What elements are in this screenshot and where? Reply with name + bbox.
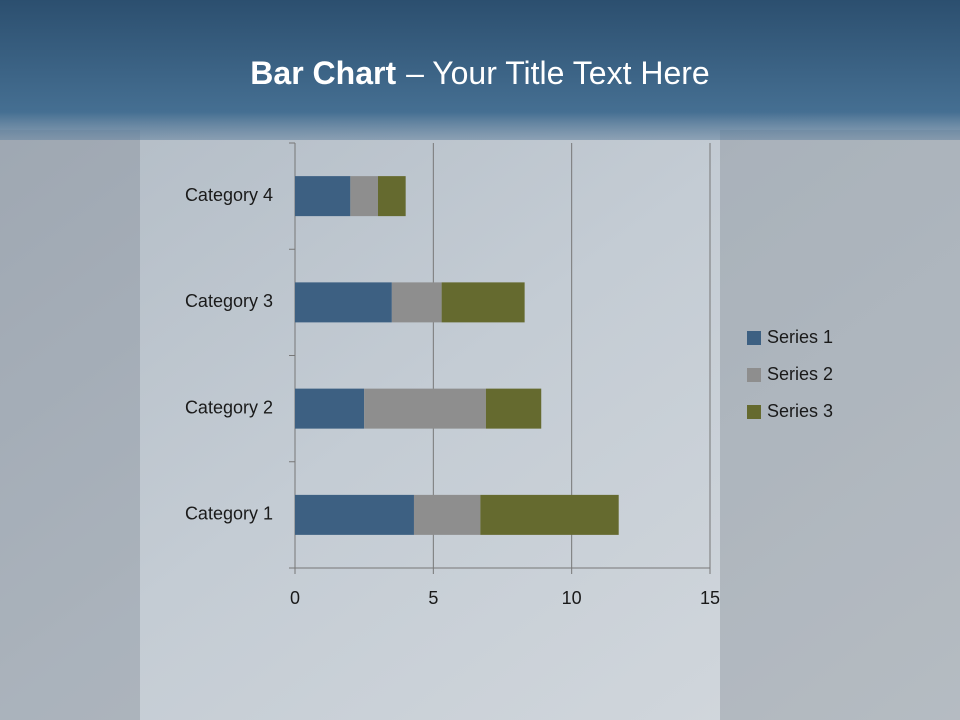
slide-title: Bar Chart – Your Title Text Here [250,55,709,91]
bar [413,494,481,535]
bar [295,494,414,535]
y-tick-label: Category 4 [185,185,273,205]
y-tick-label: Category 1 [185,504,273,524]
title-rest: – Your Title Text Here [406,55,710,91]
y-tick-label: Category 3 [185,291,273,311]
x-tick-label: 15 [700,588,720,608]
legend-swatch [747,405,761,419]
bar [295,176,351,217]
background-rack [720,130,960,720]
x-tick-label: 5 [428,588,438,608]
x-tick-label: 10 [562,588,582,608]
background-rack [0,130,140,720]
bar [485,388,542,429]
title-band [0,0,960,140]
legend-label: Series 3 [767,401,833,421]
title-bold: Bar Chart [250,55,396,91]
y-tick-label: Category 2 [185,397,273,417]
bar [391,282,442,323]
bar [295,282,392,323]
legend-swatch [747,368,761,382]
bar [350,176,378,217]
chart: 0 5 10 15 Category 1 Category 2 Category 3 Cate… [185,142,833,608]
legend-swatch [747,331,761,345]
x-tick-label: 0 [290,588,300,608]
bar [378,176,406,217]
bar [364,388,486,429]
legend-label: Series 2 [767,364,833,384]
bar [441,282,525,323]
bar [295,388,365,429]
bar [480,494,619,535]
legend-label: Series 1 [767,327,833,347]
